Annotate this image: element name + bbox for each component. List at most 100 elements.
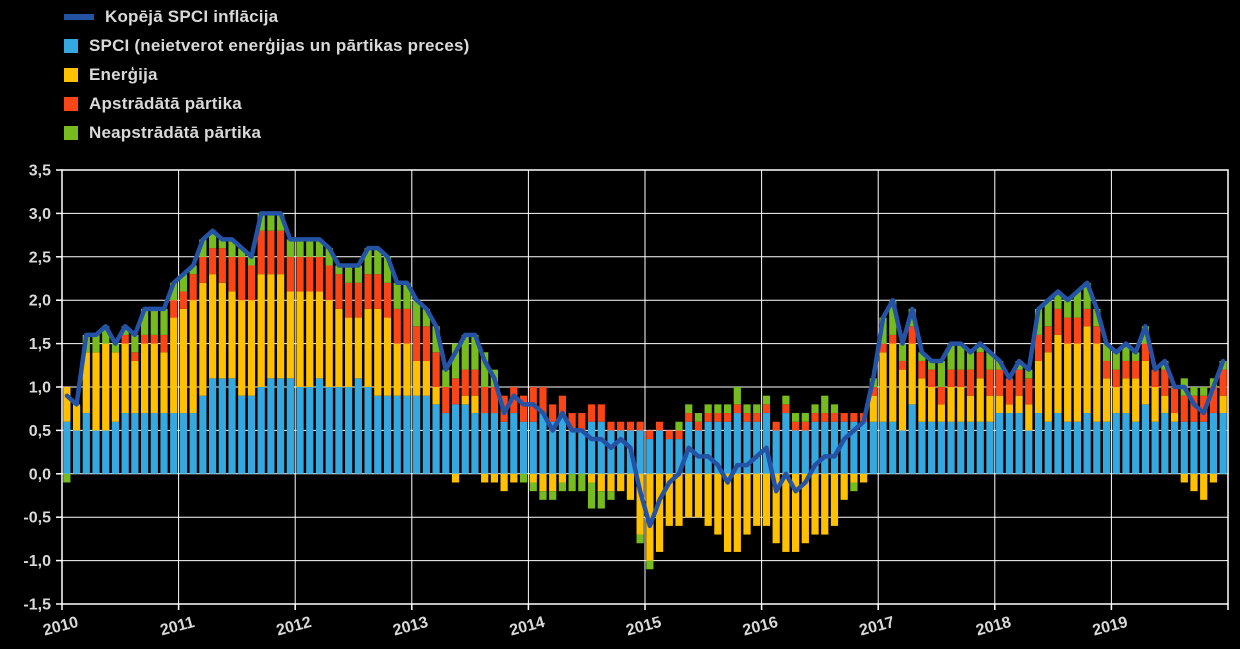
bar-unprocessed-food (238, 248, 246, 257)
bar-processed-food (325, 265, 333, 301)
bar-energy (238, 300, 246, 396)
bar-energy (646, 473, 654, 561)
bar-unprocessed-food (723, 404, 732, 414)
bar-energy (801, 473, 809, 544)
bar-processed-food (481, 387, 489, 414)
bar-energy (850, 473, 858, 483)
bar-energy (1112, 387, 1120, 414)
bar-core (792, 430, 800, 474)
bar-energy (1161, 395, 1169, 414)
bar-processed-food (179, 291, 188, 309)
bar-core (675, 439, 683, 474)
bar-core (539, 413, 547, 474)
bar-processed-food (704, 413, 712, 422)
bar-unprocessed-food (1102, 343, 1111, 361)
bar-unprocessed-food (976, 343, 984, 353)
bar-energy (626, 473, 635, 500)
bar-core (908, 404, 916, 474)
bar-core (1180, 421, 1188, 474)
bar-energy (179, 308, 188, 414)
bar-processed-food (996, 369, 1004, 396)
bar-unprocessed-food (325, 248, 333, 266)
bar-processed-food (335, 274, 343, 309)
bar-unprocessed-food (315, 239, 324, 257)
legend-item-energy: Enerģija (64, 64, 470, 86)
bar-unprocessed-food (1122, 343, 1130, 361)
bar-energy (918, 378, 926, 422)
bar-core (63, 421, 71, 474)
bar-core (267, 378, 275, 474)
bar-energy (947, 387, 955, 422)
bar-energy (762, 473, 771, 526)
bar-core (850, 421, 858, 474)
plot-border (61, 169, 1229, 605)
bar-processed-food (937, 387, 945, 405)
bar-unprocessed-food (383, 256, 392, 283)
bar-energy (1141, 360, 1150, 405)
bar-unprocessed-food (1073, 291, 1081, 318)
bar-unprocessed-food (519, 473, 528, 483)
bar-energy (325, 300, 333, 387)
bar-unprocessed-food (762, 395, 771, 405)
bar-energy (1102, 378, 1111, 422)
bar-core (869, 421, 877, 474)
bar-processed-food (442, 387, 450, 414)
bar-processed-food (840, 413, 848, 422)
bar-core (92, 430, 100, 474)
bar-unprocessed-food (413, 300, 421, 327)
bar-core (257, 387, 265, 474)
bar-energy (928, 387, 936, 422)
bar-processed-food (986, 369, 994, 396)
bar-core (519, 421, 528, 474)
bar-core (1141, 404, 1150, 474)
bar-core (471, 413, 479, 474)
bar-unprocessed-food (218, 239, 226, 249)
bar-core (1209, 413, 1218, 474)
bar-core (364, 387, 372, 474)
bar-core (315, 378, 324, 474)
bar-core (811, 421, 819, 474)
bar-unprocessed-food (1044, 300, 1052, 327)
x-axis-label: 2016 (741, 614, 780, 640)
bar-unprocessed-food (753, 404, 761, 414)
bar-unprocessed-food (947, 343, 955, 370)
bar-core (102, 430, 110, 474)
bar-processed-food (1005, 378, 1013, 405)
x-axis-label: 2013 (391, 614, 430, 640)
bar-core (1151, 421, 1159, 474)
bar-core (529, 421, 537, 474)
bar-unprocessed-food (1083, 282, 1091, 309)
bar-energy (723, 473, 732, 552)
x-axis-label: 2015 (624, 614, 663, 640)
bar-energy (267, 274, 275, 379)
bar-processed-food (889, 334, 897, 344)
bar-unprocessed-food (1093, 308, 1101, 327)
bar-processed-food (1025, 378, 1033, 405)
bar-energy (792, 473, 800, 552)
box-swatch-icon (64, 97, 78, 111)
bar-energy (63, 387, 71, 422)
bar-processed-food (364, 274, 372, 309)
bar-core (199, 395, 207, 474)
bar-core (957, 421, 965, 474)
bar-processed-food (1219, 369, 1227, 396)
bar-processed-food (422, 326, 430, 361)
bar-energy (694, 473, 703, 518)
bar-processed-food (821, 413, 829, 422)
bar-processed-food (1102, 360, 1111, 379)
bar-processed-food (306, 256, 314, 292)
bar-processed-food (471, 369, 479, 396)
bar-core (1044, 421, 1052, 474)
bar-energy (315, 291, 324, 379)
bar-energy (354, 317, 362, 379)
bar-energy (607, 473, 615, 492)
bar-core (422, 395, 430, 474)
bar-core (490, 413, 498, 474)
bar-processed-food (539, 387, 547, 414)
bar-energy (393, 343, 401, 396)
legend: Kopējā SPCI inflācija SPCI (neietverot e… (64, 6, 470, 144)
bar-processed-food (451, 378, 460, 405)
bar-energy (1180, 473, 1188, 483)
bar-processed-food (597, 404, 605, 422)
